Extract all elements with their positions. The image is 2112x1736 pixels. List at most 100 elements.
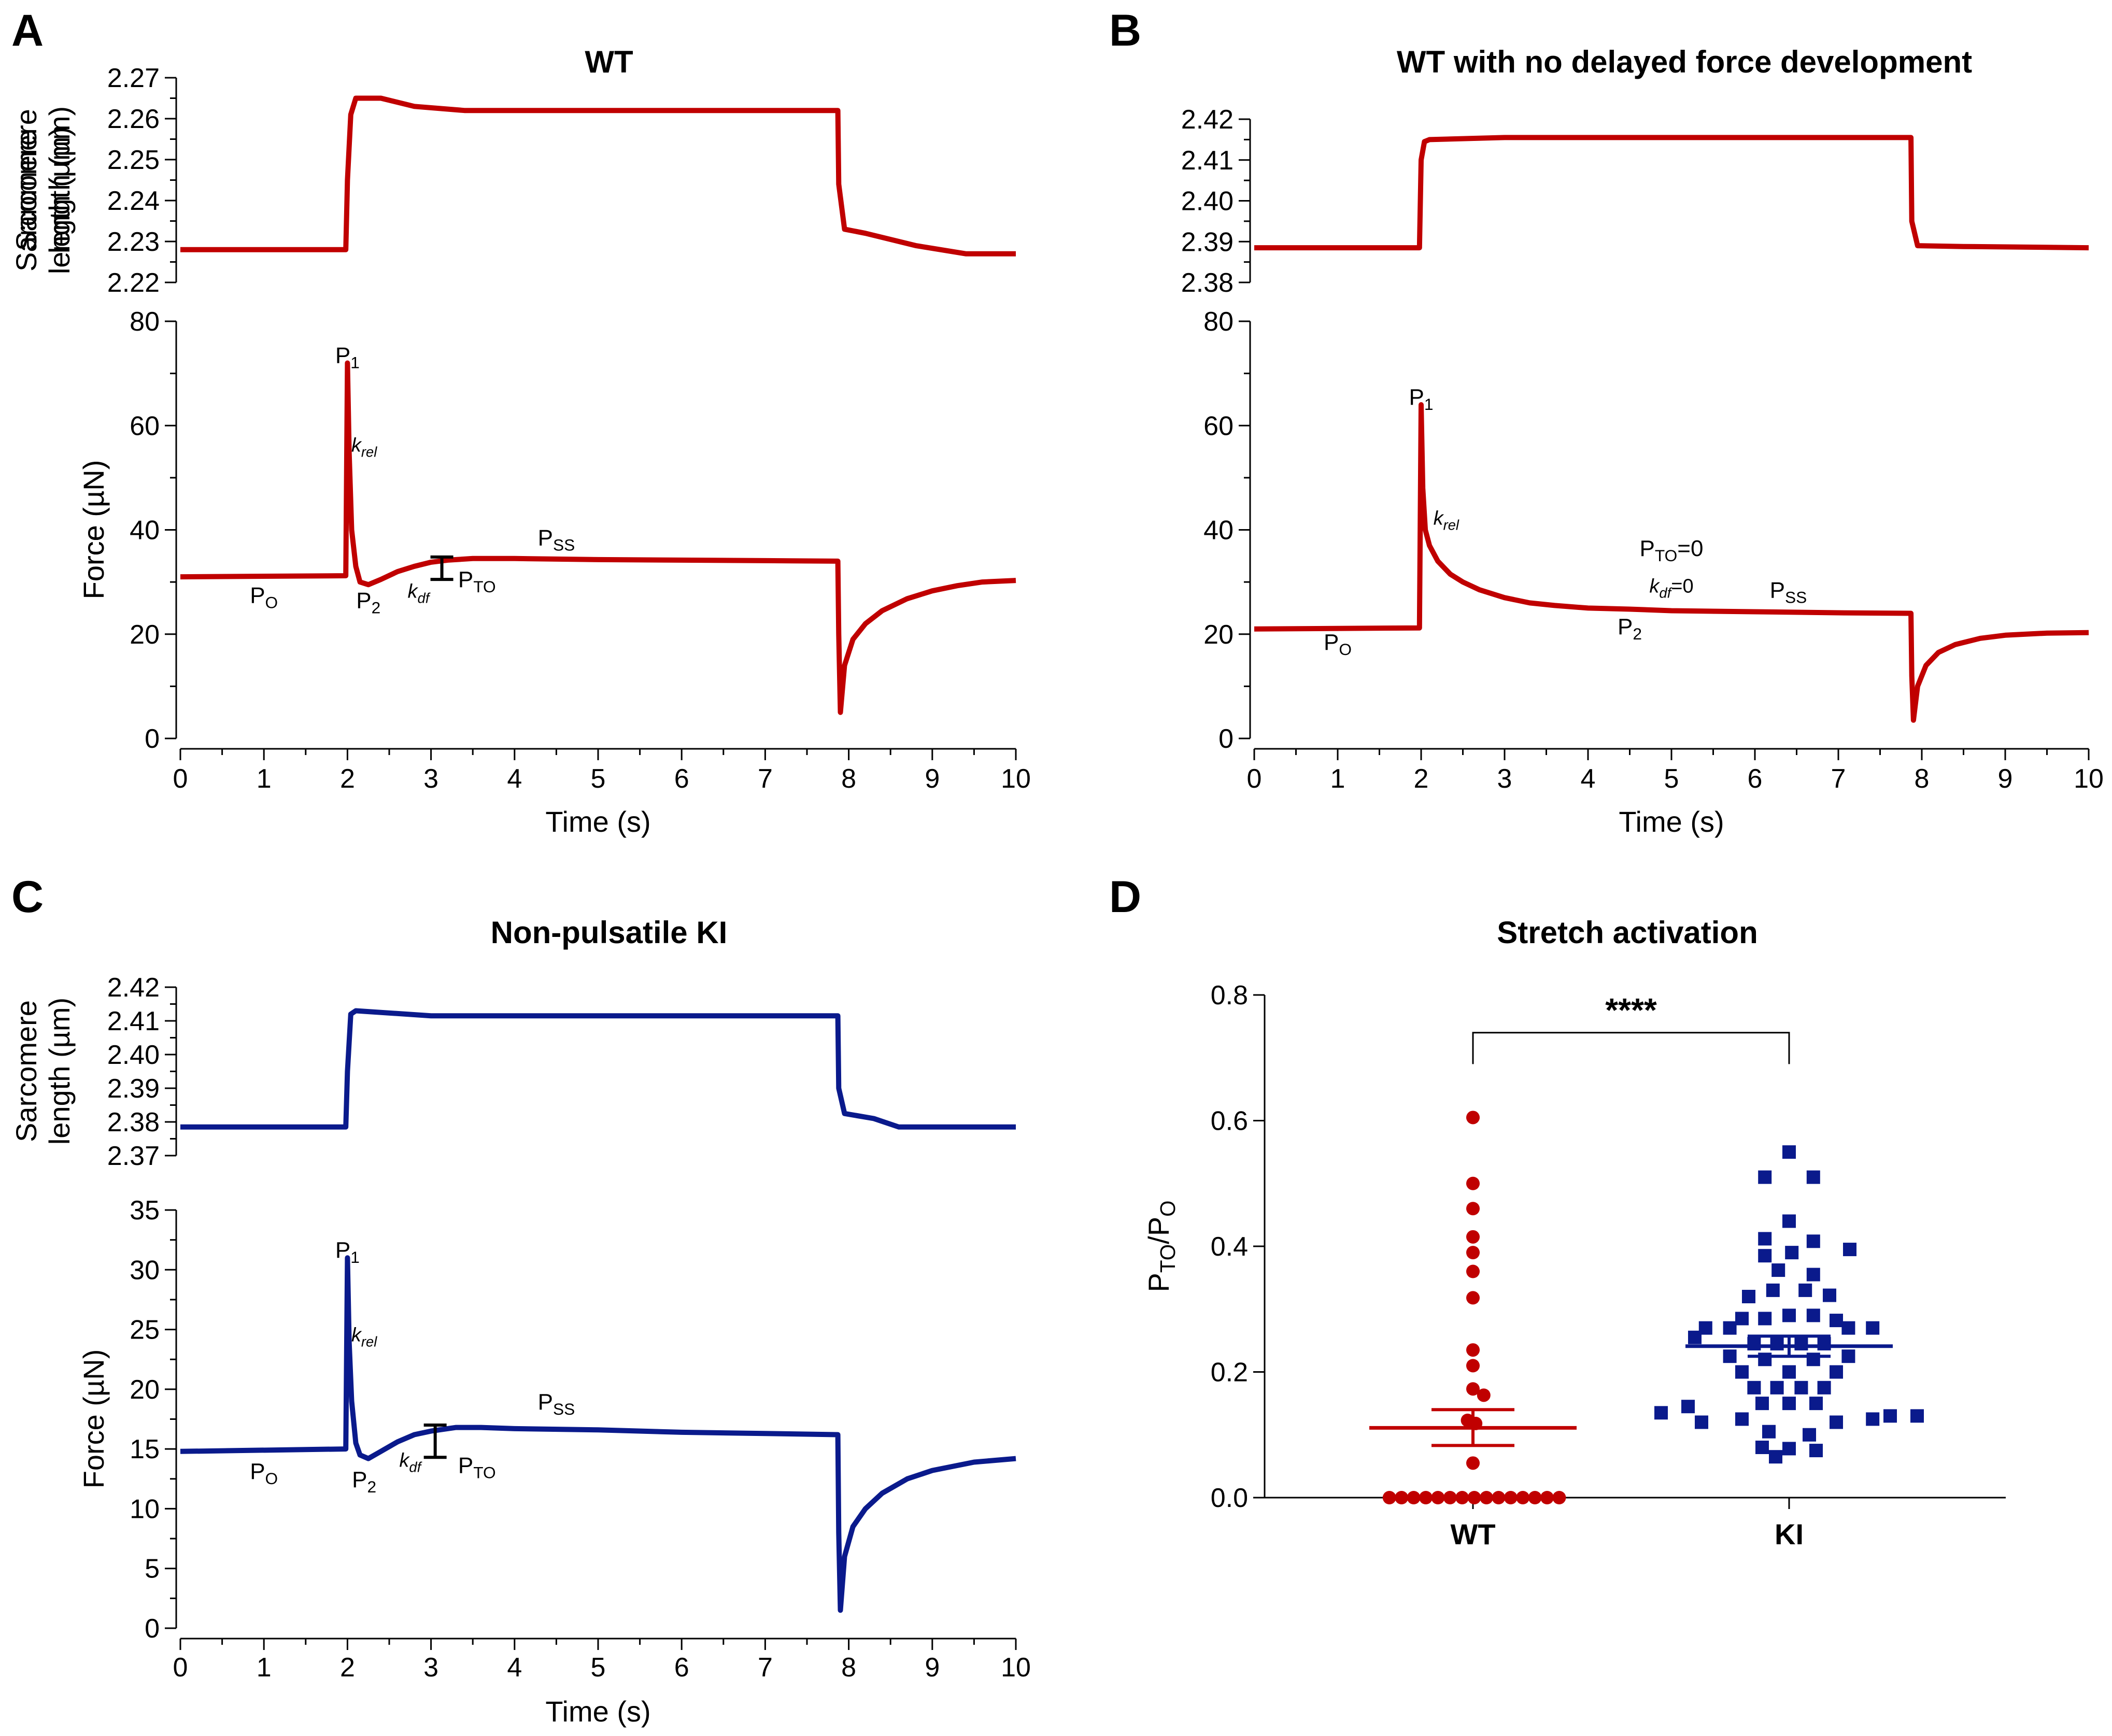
x-tick-label: 7 xyxy=(758,764,773,794)
data-point-KI xyxy=(1794,1336,1808,1350)
x-tick-label: 5 xyxy=(1664,764,1679,794)
length-y-label-line: Sarcomere xyxy=(10,109,42,251)
x-axis-label: Time (s) xyxy=(545,805,650,838)
x-tick-label: 6 xyxy=(674,764,689,794)
y-tick-label: 0.2 xyxy=(1211,1358,1248,1388)
annotation-PO-sub: O xyxy=(265,593,278,611)
y-axis-label-part: O xyxy=(1156,1201,1180,1217)
annotation-PTO-main: P xyxy=(1640,536,1655,561)
data-point-KI xyxy=(1806,1170,1820,1184)
data-point-KI xyxy=(1830,1365,1843,1379)
data-point-KI xyxy=(1883,1409,1897,1423)
data-point-KI xyxy=(1769,1450,1782,1464)
annotation-kdf-post: =0 xyxy=(1671,575,1693,597)
annotation-kdf-sub: df xyxy=(1659,585,1672,601)
x-tick-label: 1 xyxy=(1330,764,1345,794)
x-tick-label: 0 xyxy=(173,1653,188,1683)
data-point-KI xyxy=(1723,1321,1737,1335)
data-point-KI xyxy=(1758,1232,1772,1246)
data-point-WT xyxy=(1461,1413,1475,1427)
length-y-tick-label: 2.39 xyxy=(1181,227,1234,257)
category-label: WT xyxy=(1450,1518,1495,1550)
data-point-KI xyxy=(1782,1214,1796,1228)
data-point-KI xyxy=(1782,1365,1796,1379)
data-point-KI xyxy=(1809,1444,1823,1458)
data-point-WT xyxy=(1466,1291,1480,1305)
annotation-P2-sub: 2 xyxy=(372,598,381,617)
annotation-P1-sub: 1 xyxy=(350,353,360,372)
annotation-PO-main: P xyxy=(250,582,265,608)
length-y-label: Sarcomerelength (µm) xyxy=(10,998,76,1145)
data-point-WT xyxy=(1395,1491,1409,1504)
data-point-WT xyxy=(1528,1491,1542,1504)
panel-title: Non-pulsatile KI xyxy=(491,915,728,950)
panel-title: WT with no delayed force development xyxy=(1397,45,1972,79)
x-tick-label: 5 xyxy=(591,764,606,794)
data-point-KI xyxy=(1803,1428,1816,1442)
length-y-tick-label: 2.25 xyxy=(107,145,160,175)
length-y-label-line: length (µm) xyxy=(43,127,76,274)
data-point-KI xyxy=(1843,1243,1856,1257)
data-point-WT xyxy=(1382,1491,1396,1504)
x-tick-label: 7 xyxy=(758,1653,773,1683)
x-tick-label: 6 xyxy=(674,1653,689,1683)
annotation-P1-sub: 1 xyxy=(350,1248,360,1267)
data-point-KI xyxy=(1723,1349,1737,1363)
annotation-PO: PO xyxy=(250,1459,278,1488)
force-y-tick-label: 0 xyxy=(1218,724,1234,754)
data-point-WT xyxy=(1466,1202,1480,1216)
annotation-P2: P2 xyxy=(352,1467,376,1496)
annotation-PTO-sub: TO xyxy=(473,1463,495,1482)
panel-B: B WT with no delayed force development 2.3… xyxy=(10,6,2104,838)
force-trace xyxy=(180,360,1016,715)
data-point-KI xyxy=(1806,1308,1820,1322)
y-tick-label: 0.0 xyxy=(1211,1483,1248,1513)
data-point-KI xyxy=(1794,1381,1808,1395)
category-label: KI xyxy=(1775,1518,1804,1550)
data-point-KI xyxy=(1758,1353,1772,1367)
panel-letter: A xyxy=(11,6,44,55)
annotation-PTO-main: P xyxy=(458,567,473,592)
data-point-WT xyxy=(1540,1491,1554,1504)
data-point-WT xyxy=(1466,1230,1480,1244)
data-point-WT xyxy=(1466,1382,1480,1396)
annotation-PTO-sub: TO xyxy=(473,577,495,596)
annotation-PSS-main: P xyxy=(538,525,553,551)
data-point-KI xyxy=(1830,1415,1843,1429)
data-point-WT xyxy=(1407,1491,1421,1504)
annotation-P1: P1 xyxy=(1409,385,1434,414)
data-point-KI xyxy=(1770,1336,1784,1350)
annotation-kdf-sub: df xyxy=(409,1459,422,1475)
data-point-KI xyxy=(1785,1246,1799,1260)
data-point-WT xyxy=(1504,1491,1518,1504)
x-tick-label: 9 xyxy=(1998,764,2013,794)
annotation-PO: PO xyxy=(1324,630,1352,659)
data-point-KI xyxy=(1762,1425,1776,1439)
length-y-label-line: length (µm) xyxy=(43,106,76,253)
data-point-KI xyxy=(1830,1314,1843,1328)
annotation-PTO: PTO xyxy=(458,567,496,596)
annotation-PO-sub: O xyxy=(265,1469,278,1488)
annotation-PSS-sub: SS xyxy=(1785,588,1807,606)
x-tick-label: 6 xyxy=(1748,764,1763,794)
data-point-KI xyxy=(1782,1308,1796,1322)
annotation-krel-sub: rel xyxy=(1443,517,1459,533)
data-point-WT xyxy=(1516,1491,1530,1504)
length-y-label: Sarcomerelength (µm) xyxy=(10,106,76,253)
significance-bracket xyxy=(1472,1032,1790,1064)
annotation-kdf-sub: df xyxy=(418,590,431,606)
data-point-WT xyxy=(1480,1491,1493,1504)
x-axis-label: Time (s) xyxy=(545,1695,650,1728)
annotation-PO-main: P xyxy=(250,1459,265,1484)
length-y-tick-label: 2.38 xyxy=(107,1107,160,1137)
annotation-P1: P1 xyxy=(335,343,360,372)
data-point-KI xyxy=(1681,1400,1695,1414)
annotation-PO: PO xyxy=(250,582,278,611)
annotation-PSS-sub: SS xyxy=(553,1400,575,1418)
data-point-KI xyxy=(1841,1349,1855,1363)
annotation-krel-main: k xyxy=(351,1325,362,1346)
annotation-kdf-main: k xyxy=(399,1450,410,1472)
data-point-KI xyxy=(1817,1336,1831,1350)
data-point-KI xyxy=(1735,1412,1749,1426)
